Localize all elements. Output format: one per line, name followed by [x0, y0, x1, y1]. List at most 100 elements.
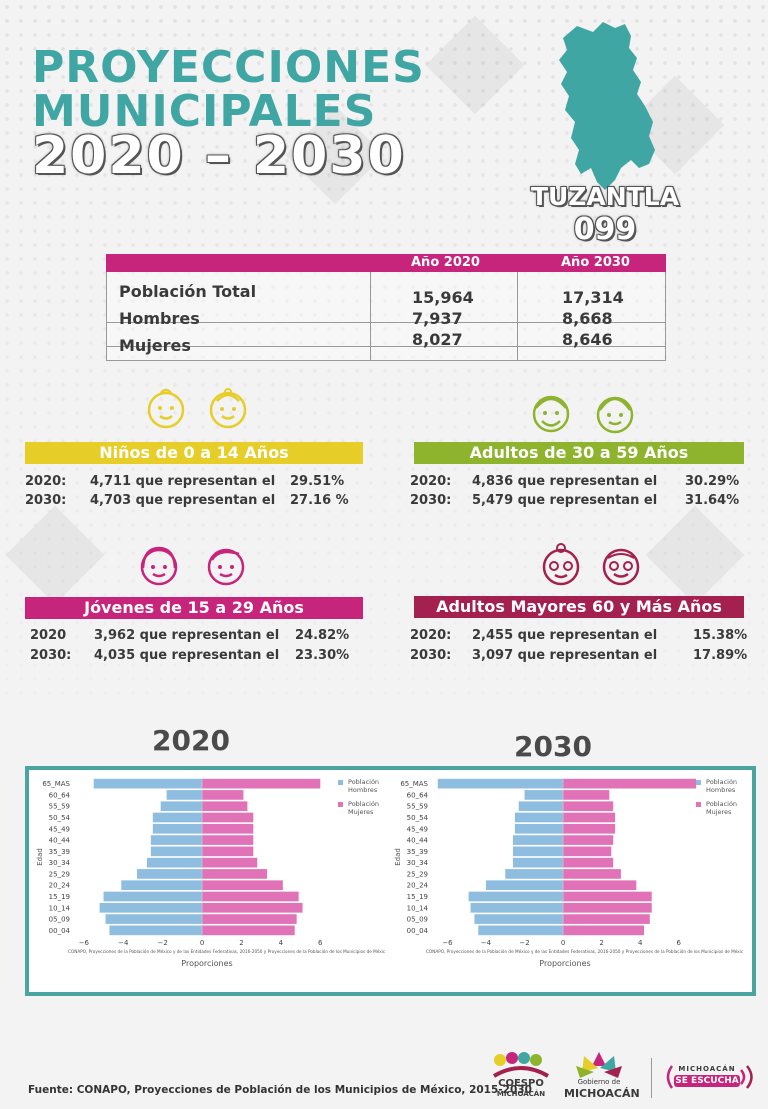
- sound-left-icon: [666, 1065, 674, 1089]
- bar-hombres-60_64: [524, 790, 564, 800]
- bar-mujeres-65_MAS: [563, 778, 697, 789]
- gobierno-logo-line1: Gobierno de: [577, 1078, 621, 1086]
- x-tick-label: 6: [676, 939, 681, 947]
- jovenes-2020-value: 3,962 que representan el: [94, 628, 280, 643]
- bar-mujeres-20_24: [202, 880, 283, 891]
- adultos-2020-value: 4,836 que representan el: [472, 474, 658, 489]
- x-tick-label: −2: [158, 939, 168, 947]
- table-divider: [107, 346, 665, 347]
- bar-hombres-05_09: [474, 914, 564, 924]
- y-tick-label: 05_09: [49, 916, 70, 924]
- y-tick-label: 35_39: [407, 848, 428, 856]
- bar-mujeres-60_64: [563, 790, 610, 800]
- y-tick-label: 30_34: [407, 859, 429, 867]
- legend-label: Población: [706, 800, 737, 808]
- hombres-2030: 8,668: [562, 309, 613, 328]
- bar-hombres-25_29: [137, 869, 203, 879]
- legend-label: Mujeres: [348, 808, 374, 816]
- coespo-logo-text: COESPO: [498, 1078, 544, 1089]
- population-pyramid-2030: 00_04 05_09 10_14 15_19 20_24 25_29 30_34 35_39…: [394, 778, 744, 968]
- bar-hombres-45_49: [152, 823, 203, 834]
- bar-mujeres-45_49: [563, 823, 616, 834]
- y-tick-label: 45_49: [407, 825, 428, 833]
- population-table: Año 2020 Año 2030 Población Total 15,964…: [106, 254, 666, 361]
- bar-hombres-45_49: [514, 823, 564, 834]
- jovenes-2030-value: 4,035 que representan el: [94, 648, 280, 663]
- bar-hombres-10_14: [470, 902, 564, 913]
- ninos-2030-value: 4,703 que representan el: [90, 493, 276, 508]
- x-tick-label: −4: [118, 939, 129, 947]
- x-tick-label: 2: [239, 939, 243, 947]
- young-man-face-icon: [207, 548, 245, 586]
- bar-mujeres-05_09: [202, 914, 297, 924]
- bar-mujeres-35_39: [202, 846, 254, 857]
- bar-hombres-55_59: [160, 801, 203, 812]
- adultos-2030-label: 2030:: [410, 493, 452, 508]
- bar-hombres-00_04: [109, 925, 203, 936]
- adult-woman-face-icon: [596, 396, 634, 434]
- legend-swatch: [338, 802, 343, 807]
- mayores-2020-label: 2020:: [410, 628, 452, 643]
- y-tick-label: 10_14: [49, 904, 71, 912]
- y-tick-label: 60_64: [407, 791, 429, 799]
- legend-label: Hombres: [706, 786, 736, 794]
- adultos-2030-value: 5,479 que representan el: [472, 493, 658, 508]
- y-tick-label: 55_59: [49, 803, 70, 811]
- bar-hombres-20_24: [121, 880, 203, 891]
- table-divider: [517, 272, 518, 360]
- chart-year-2030: 2030: [514, 730, 592, 763]
- bar-hombres-10_14: [99, 902, 203, 913]
- y-tick-label: 40_44: [49, 837, 71, 845]
- y-tick-label: 10_14: [407, 904, 429, 912]
- bar-mujeres-25_29: [563, 869, 621, 879]
- bar-mujeres-20_24: [563, 880, 637, 891]
- bar-hombres-40_44: [512, 835, 564, 845]
- band-mayores: Adultos Mayores 60 y Más Años: [414, 596, 744, 618]
- escucha-logo-line2: SE ESCUCHA: [674, 1075, 740, 1087]
- bar-mujeres-10_14: [202, 902, 303, 913]
- bar-hombres-35_39: [512, 846, 564, 857]
- bar-mujeres-10_14: [563, 902, 652, 913]
- x-tick-label: 0: [561, 939, 565, 947]
- bar-mujeres-40_44: [563, 835, 614, 845]
- background-diamond: [5, 505, 105, 605]
- bar-hombres-30_34: [146, 857, 203, 868]
- bar-hombres-50_54: [514, 812, 564, 823]
- bar-hombres-40_44: [150, 835, 203, 845]
- y-tick-label: 30_34: [49, 859, 71, 867]
- adultos-2030-pct: 31.64%: [685, 493, 740, 508]
- x-tick-label: −6: [79, 939, 90, 947]
- population-pyramid-2020: 00_04 05_09 10_14 15_19 20_24 25_29 30_34 35_39…: [36, 778, 386, 968]
- bar-mujeres-55_59: [563, 801, 614, 812]
- bar-mujeres-25_29: [202, 869, 268, 879]
- table-divider: [107, 322, 665, 323]
- ninos-2030-label: 2030:: [25, 493, 67, 508]
- mayores-2020-value: 2,455 que representan el: [472, 628, 658, 643]
- bar-mujeres-00_04: [202, 925, 295, 936]
- baby-girl-face-icon: [209, 388, 247, 429]
- y-tick-label: 25_29: [49, 870, 70, 878]
- background-diamond: [425, 15, 525, 115]
- gobierno-logo: Gobierno de MICHOACÁN: [564, 1050, 640, 1102]
- mujeres-2030: 8,646: [562, 330, 613, 349]
- band-ninos: Niños de 0 a 14 Años: [25, 442, 363, 464]
- legend-label: Hombres: [348, 786, 378, 794]
- bar-mujeres-50_54: [202, 812, 254, 823]
- population-table-body: Población Total 15,964 17,314 Hombres 7,…: [106, 272, 666, 361]
- y-tick-label: 40_44: [407, 837, 429, 845]
- total-2020: 15,964: [412, 288, 474, 307]
- mayores-2030-label: 2030:: [410, 648, 452, 663]
- legend-label: Población: [348, 800, 379, 808]
- bar-mujeres-60_64: [202, 790, 244, 800]
- bar-hombres-60_64: [166, 790, 203, 800]
- bar-hombres-15_19: [103, 891, 203, 902]
- escucha-logo-line1: MICHOACÁN: [678, 1065, 736, 1073]
- y-axis-label: Edad: [394, 848, 402, 866]
- bar-hombres-55_59: [518, 801, 564, 812]
- bar-mujeres-00_04: [563, 925, 645, 936]
- x-axis-label: Proporciones: [539, 959, 590, 968]
- bar-mujeres-05_09: [563, 914, 650, 924]
- bar-hombres-20_24: [485, 880, 564, 891]
- bar-mujeres-30_34: [202, 857, 258, 868]
- legend-label: Mujeres: [706, 808, 732, 816]
